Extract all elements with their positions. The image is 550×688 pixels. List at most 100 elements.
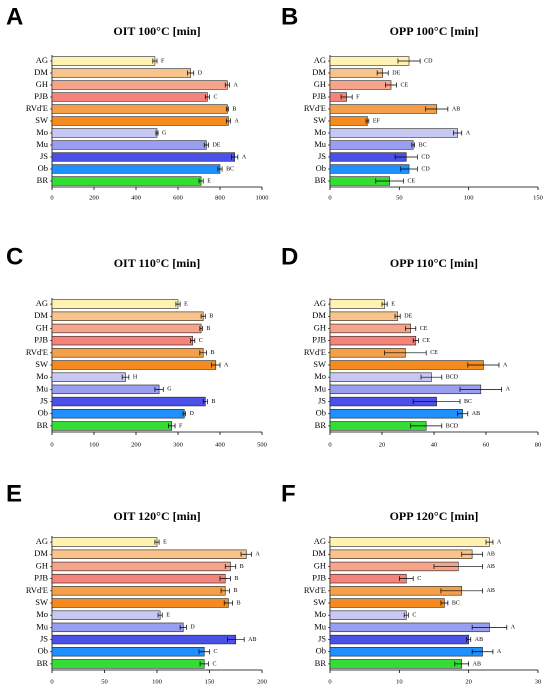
error-bar [155, 130, 159, 136]
error-bar [179, 624, 187, 630]
significance-label: G [167, 387, 172, 393]
bar [51, 659, 205, 669]
significance-label: BC [226, 166, 234, 172]
bar [51, 561, 231, 572]
error-bar [204, 94, 210, 100]
bar [51, 537, 158, 547]
error-bar [167, 423, 176, 429]
error-bar [225, 118, 231, 124]
bar [329, 128, 458, 138]
error-bar [412, 399, 461, 405]
bar [51, 335, 193, 346]
error-bar [121, 374, 130, 380]
error-bar [394, 313, 401, 319]
x-tick-label: 60 [483, 441, 490, 448]
bar [51, 360, 217, 370]
bar [51, 311, 204, 321]
chart-title: OIT 100°C [min] [113, 24, 200, 38]
error-bar [467, 362, 500, 368]
category-label: AG [36, 298, 48, 308]
x-tick-label: 80 [535, 441, 542, 448]
error-bar [403, 612, 409, 618]
significance-label: BCD [446, 375, 459, 381]
significance-label: CE [401, 82, 409, 88]
category-label: GH [314, 79, 326, 89]
category-label: BR [37, 175, 49, 185]
bar [329, 104, 438, 114]
category-label: SW [313, 597, 326, 607]
bar [51, 176, 202, 186]
bar [329, 116, 368, 126]
x-tick-label: 40 [431, 441, 438, 448]
bar [51, 128, 158, 138]
x-tick-label: 200 [89, 194, 99, 201]
category-label: JS [40, 633, 48, 643]
error-bar [365, 118, 370, 124]
category-label: Mu [314, 383, 327, 393]
error-bar [440, 588, 483, 594]
error-bar [217, 166, 223, 172]
chart-title: OIT 110°C [min] [114, 256, 201, 270]
significance-label: A [506, 387, 511, 393]
category-label: DM [34, 548, 48, 558]
chart-title: OPP 120°C [min] [390, 509, 479, 523]
x-tick-label: 20 [379, 441, 386, 448]
bar [51, 164, 221, 174]
error-bar [375, 178, 404, 184]
bar [329, 56, 410, 66]
error-bar [219, 576, 231, 582]
bar [329, 299, 385, 309]
category-label: SW [35, 359, 48, 369]
panel-letter: B [281, 3, 298, 30]
error-bar [190, 338, 196, 344]
error-bar [459, 386, 502, 392]
error-bar [157, 612, 163, 618]
significance-label: AB [472, 411, 480, 417]
category-label: AG [314, 536, 326, 546]
category-label: Mo [314, 371, 326, 381]
bar [51, 634, 237, 645]
significance-label: DE [212, 142, 220, 148]
significance-label: A [242, 154, 247, 160]
bar [51, 92, 208, 102]
error-bar [224, 563, 237, 569]
x-tick-label: 600 [173, 194, 183, 201]
bar [329, 573, 407, 584]
category-label: Mu [314, 139, 327, 149]
bar [51, 104, 228, 114]
error-bar [198, 178, 204, 184]
category-label: AG [36, 55, 48, 65]
significance-label: B [211, 350, 215, 356]
category-label: DM [312, 310, 326, 320]
error-bar [198, 649, 210, 655]
chart-title: OPP 110°C [min] [390, 256, 478, 270]
x-tick-label: 50 [396, 194, 403, 201]
significance-label: E [391, 301, 395, 307]
category-label: Mu [36, 383, 49, 393]
error-bar [398, 576, 414, 582]
significance-label: AB [473, 661, 481, 667]
error-bar [199, 661, 209, 667]
error-bar [182, 411, 186, 417]
significance-label: B [209, 314, 213, 320]
bar [51, 573, 226, 584]
significance-label: A [497, 649, 502, 655]
bar [51, 586, 226, 596]
bar [329, 360, 484, 370]
bar [329, 323, 411, 334]
x-tick-label: 0 [50, 678, 53, 685]
significance-label: E [184, 301, 188, 307]
significance-label: B [233, 588, 237, 594]
category-label: BR [315, 175, 327, 185]
bar [51, 323, 202, 334]
error-bar [453, 130, 463, 136]
category-label: SW [313, 115, 326, 125]
bar [51, 549, 247, 559]
significance-label: B [206, 326, 210, 332]
bar [51, 610, 161, 620]
category-label: PJB [312, 573, 326, 583]
bar [51, 140, 207, 150]
category-label: RVd'E [26, 585, 48, 595]
error-bar [227, 637, 245, 643]
bar [51, 116, 229, 126]
